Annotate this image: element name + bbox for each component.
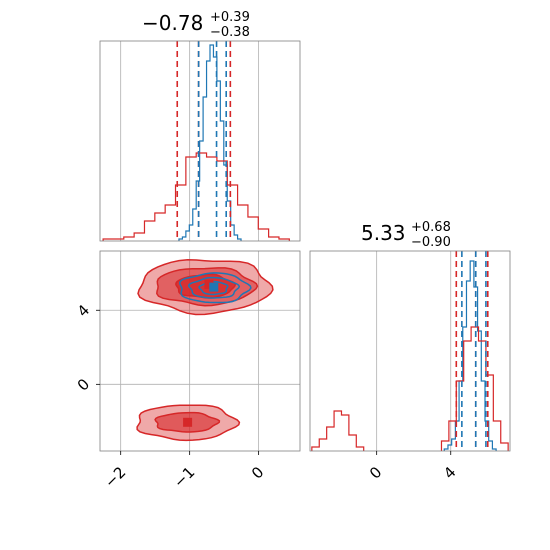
contour-blue-2-level-1: [187, 276, 241, 299]
title-y-main: 5.33: [361, 221, 406, 245]
x-hist-blue: [178, 44, 242, 241]
title-x-sup: +0.39: [210, 10, 250, 25]
marker-red-0: [204, 279, 214, 289]
contour-blue-2-level-2: [198, 280, 229, 296]
title-y-marginal: 5.33 +0.68 −0.90: [361, 220, 451, 250]
y-hist-blue: [443, 260, 497, 451]
joint-ytick-0: 0: [74, 375, 93, 394]
title-x-marginal: −0.78 +0.39 −0.38: [142, 10, 250, 40]
joint-xtick-1: −1: [170, 463, 198, 491]
contour-blue-2-level-0: [179, 272, 252, 304]
marker-blue-2: [209, 282, 219, 292]
title-x-main: −0.78: [142, 11, 203, 35]
joint-xtick-0: −2: [101, 463, 129, 491]
joint-frame: [99, 250, 301, 452]
title-y-sub: −0.90: [411, 235, 451, 250]
marker-red-1: [183, 417, 193, 427]
joint-xtick-2: 0: [248, 463, 267, 482]
y-marginal-xtick-0: 0: [366, 463, 385, 482]
title-y-sup: +0.68: [411, 220, 451, 235]
y-hist-red: [311, 326, 509, 451]
x-marginal-frame: [99, 40, 301, 242]
title-x-sub: −0.38: [210, 25, 250, 40]
y-marginal-xtick-1: 4: [440, 463, 459, 482]
y-marginal-frame: [309, 250, 511, 452]
joint-ytick-1: 4: [74, 301, 93, 320]
x-hist-red: [102, 152, 290, 241]
